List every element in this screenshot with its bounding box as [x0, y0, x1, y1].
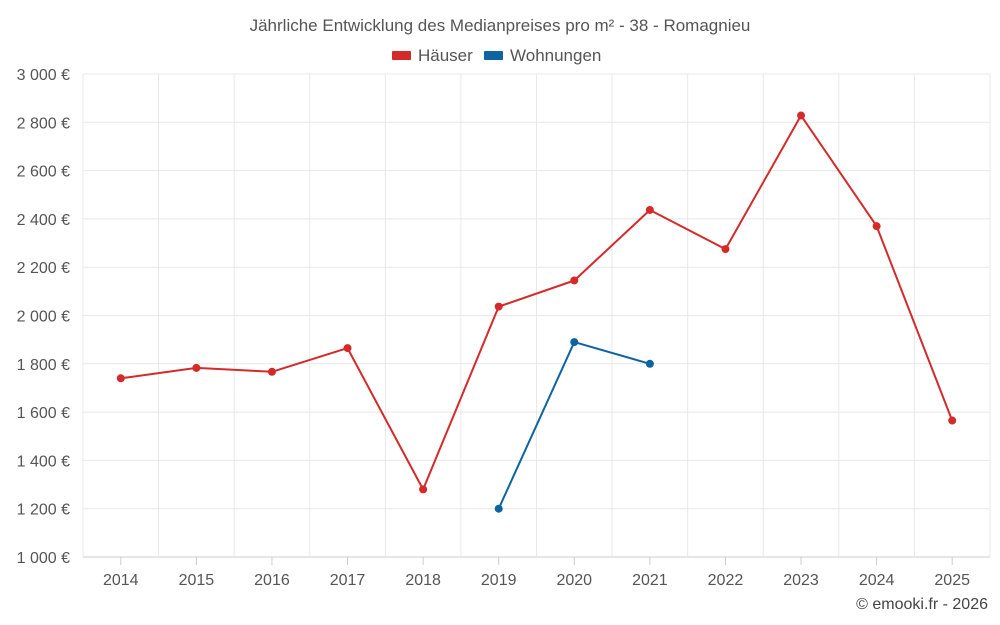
y-tick-label: 2 000 € — [17, 309, 70, 326]
data-point-haeuser-2014[interactable] — [116, 374, 125, 383]
series-wohnungen — [494, 338, 654, 513]
y-tick-label: 2 400 € — [17, 212, 70, 229]
y-tick-label: 1 800 € — [17, 357, 70, 374]
legend-swatch-wohnungen — [484, 51, 503, 60]
y-tick-label: 1 600 € — [17, 405, 70, 422]
data-point-haeuser-2022[interactable] — [721, 245, 730, 254]
data-point-haeuser-2020[interactable] — [570, 276, 579, 285]
data-point-wohnungen-2019[interactable] — [494, 504, 503, 513]
legend-item-haeuser[interactable]: Häuser — [392, 46, 473, 65]
series-line-wohnungen — [497, 341, 651, 510]
data-point-haeuser-2024[interactable] — [872, 222, 881, 231]
y-tick-label: 1 200 € — [17, 502, 70, 519]
data-point-wohnungen-2020[interactable] — [570, 338, 579, 347]
legend: Häuser Wohnungen — [392, 46, 601, 65]
x-tick-label: 2018 — [405, 572, 441, 589]
y-tick-label: 1 000 € — [17, 550, 70, 567]
credit-text: © emooki.fr - 2026 — [856, 596, 988, 613]
data-point-haeuser-2021[interactable] — [645, 205, 654, 214]
chart-title: Jährliche Entwicklung des Medianpreises … — [250, 16, 751, 35]
x-tick-label: 2015 — [179, 572, 215, 589]
x-tick-label: 2022 — [708, 572, 744, 589]
x-tick-label: 2020 — [556, 572, 592, 589]
data-point-haeuser-2023[interactable] — [797, 111, 806, 120]
data-point-haeuser-2017[interactable] — [343, 344, 352, 353]
grid — [82, 73, 991, 558]
y-tick-label: 2 200 € — [17, 260, 70, 277]
x-tick-label: 2021 — [632, 572, 668, 589]
y-axis: 1 000 € 1 200 € 1 400 € 1 600 € 1 800 € 2 000… — [17, 67, 70, 567]
y-tick-label: 1 400 € — [17, 453, 70, 470]
data-point-haeuser-2016[interactable] — [267, 367, 276, 376]
x-tick-label: 2019 — [481, 572, 517, 589]
data-point-haeuser-2018[interactable] — [419, 485, 428, 494]
x-tick-label: 2016 — [254, 572, 290, 589]
legend-label-haeuser: Häuser — [418, 46, 473, 65]
series-haeuser — [116, 111, 957, 494]
y-tick-label: 2 600 € — [17, 164, 70, 181]
x-axis: 2014 2015 2016 2017 2018 2019 2020 2021 2022 2023… — [103, 557, 970, 589]
x-tick-label: 2014 — [103, 572, 139, 589]
data-point-haeuser-2019[interactable] — [494, 302, 503, 311]
x-tick-label: 2023 — [783, 572, 819, 589]
x-tick-label: 2024 — [859, 572, 895, 589]
data-point-haeuser-2015[interactable] — [192, 363, 201, 372]
series-line-haeuser — [120, 114, 954, 491]
legend-swatch-haeuser — [392, 51, 411, 60]
y-tick-label: 2 800 € — [17, 115, 70, 132]
x-tick-label: 2017 — [330, 572, 366, 589]
y-tick-label: 3 000 € — [17, 67, 70, 84]
legend-label-wohnungen: Wohnungen — [510, 46, 601, 65]
x-tick-label: 2025 — [934, 572, 970, 589]
series — [116, 111, 957, 513]
data-point-haeuser-2025[interactable] — [948, 416, 957, 425]
data-point-wohnungen-2021[interactable] — [645, 359, 654, 368]
legend-item-wohnungen[interactable]: Wohnungen — [484, 46, 601, 65]
